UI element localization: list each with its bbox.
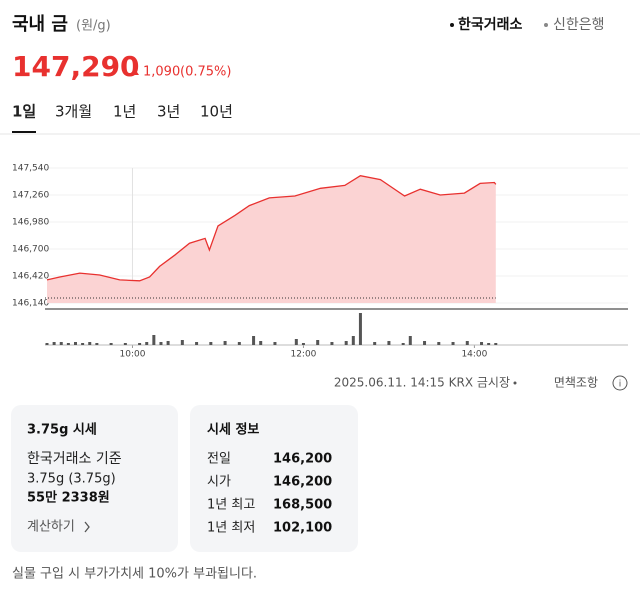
volume-bar [159, 342, 163, 345]
period-tab[interactable]: 10년 [200, 103, 233, 121]
volume-bar [351, 336, 355, 345]
footer-note: 실물 구입 시 부가가치세 10%가 부과됩니다. [12, 567, 257, 582]
y-tick-label: 146,420 [12, 272, 49, 282]
y-tick-label: 146,980 [12, 218, 49, 228]
x-tick-label: 10:00 [120, 350, 146, 360]
volume-bar [259, 341, 263, 345]
area-fill [47, 175, 496, 303]
card-title: 시세 정보 [207, 422, 259, 438]
period-tab[interactable]: 3개월 [55, 103, 92, 121]
separator [513, 381, 517, 385]
info-icon[interactable] [612, 375, 628, 391]
volume-bar [487, 343, 491, 345]
volume-bar [237, 342, 241, 345]
volume-bar [109, 343, 113, 345]
volume-bar [423, 341, 427, 345]
y-tick-label: 146,140 [12, 299, 49, 309]
price-line [46, 175, 497, 282]
volume-bar [73, 342, 77, 345]
volume-bar [451, 342, 455, 345]
row-value: 146,200 [273, 452, 332, 467]
volume-bar [316, 340, 320, 345]
card-line: 55만 2338원 [27, 490, 110, 506]
card-line: 3.75g (3.75g) [27, 472, 116, 487]
timestamp: 2025.06.11. 14:15 KRX 금시장 [334, 376, 510, 390]
volume-bar [373, 342, 377, 345]
card-title: 3.75g 시세 [27, 423, 97, 438]
info-rows: 전일 146,200 시가 146,200 1년 최고 168,500 1년 최저 102,1… [207, 452, 332, 536]
volume-bar [166, 341, 170, 345]
volume-bar [138, 343, 142, 345]
volume-bar [401, 343, 405, 345]
row-label: 1년 최저 [207, 521, 255, 536]
card-line: 한국거래소 기준 [27, 451, 122, 467]
volume-bar [88, 342, 92, 345]
disclaimer-link[interactable]: 면책조항 [554, 375, 598, 390]
row-label: 시가 [207, 475, 231, 490]
up-arrow [131, 69, 139, 75]
volume-bar [123, 343, 127, 345]
volume-bar [344, 341, 348, 345]
price: 147,290 [12, 50, 140, 83]
bullet [450, 23, 454, 27]
volume-bar [180, 340, 184, 345]
card [11, 405, 178, 552]
x-tick-label: 12:00 [290, 350, 316, 360]
x-tick-label: 14:00 [461, 350, 487, 360]
bullet [544, 23, 548, 27]
period-tab[interactable]: 3년 [157, 103, 180, 121]
volume-bar [294, 339, 298, 345]
change: 1,090 [143, 65, 180, 80]
row-value: 146,200 [273, 475, 332, 490]
title: 국내 금 [12, 14, 68, 35]
row-label: 1년 최고 [207, 498, 255, 513]
volume-bar [145, 342, 149, 345]
period-tabs: 1일 3개월 1년 3년 10년 [12, 103, 233, 133]
period-tab[interactable]: 1일 [12, 103, 36, 121]
volume-bar [81, 343, 85, 345]
card [190, 405, 358, 552]
y-tick-label: 147,540 [12, 164, 49, 174]
source-tab[interactable]: 신한은행 [553, 17, 605, 33]
calc-link[interactable]: 계산하기 [27, 520, 75, 535]
row-value: 102,100 [273, 521, 332, 536]
volume-bar [437, 342, 441, 345]
y-tick-label: 146,700 [12, 245, 49, 255]
change-percent: (0.75%) [180, 65, 231, 80]
volume-bar [465, 341, 469, 345]
volume-bar [301, 343, 305, 345]
price-chart: 146,140 146,420 146,700 146,980 147,260 147,5… [12, 164, 628, 360]
source-tab[interactable]: 한국거래소 [458, 17, 523, 33]
volume-bar [387, 341, 391, 345]
volume-bar [408, 336, 412, 345]
volume-bar [52, 342, 56, 345]
volume-bar [330, 342, 334, 345]
info-icon-glyph: i [619, 380, 622, 390]
volume-bar [45, 343, 49, 345]
volume-bar [494, 343, 498, 345]
volume-bar [358, 313, 362, 345]
period-tab[interactable]: 1년 [113, 103, 136, 121]
volume-bar [273, 342, 277, 345]
row-label: 전일 [207, 452, 231, 467]
volume-bar [195, 342, 199, 345]
y-tick-label: 147,260 [12, 191, 49, 201]
chevron [84, 521, 90, 533]
volume-bar [480, 342, 484, 345]
row-value: 168,500 [273, 498, 332, 513]
volume-bar [223, 341, 227, 345]
volume-bar [95, 343, 99, 345]
volume-bar [66, 343, 70, 345]
volume-bar [152, 335, 156, 345]
volume-bar [59, 342, 63, 345]
volume-bar [209, 342, 213, 345]
volume-bar [252, 336, 256, 345]
unit: (원/g) [76, 19, 111, 34]
